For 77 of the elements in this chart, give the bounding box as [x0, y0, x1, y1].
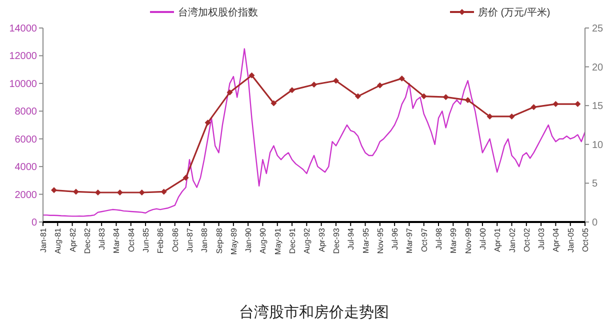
x-tick-label: Mar-99	[449, 227, 458, 254]
y2-tick-label: 10	[592, 140, 604, 151]
x-tick-label: Jul-98	[434, 227, 444, 250]
point	[50, 187, 57, 194]
x-tick-label: Mar-97	[405, 227, 414, 254]
point	[552, 101, 559, 108]
point	[354, 93, 361, 100]
x-tick-label: Jan-90	[244, 227, 254, 252]
x-tick-label: Dec-93	[332, 227, 341, 254]
y-tick-label: 12000	[9, 51, 38, 62]
point	[530, 104, 537, 110]
point	[574, 101, 581, 108]
point	[508, 113, 515, 120]
y-tick-label: 6000	[14, 134, 38, 146]
x-tick-label: Mar-95	[361, 227, 370, 254]
y2-tick-label: 0	[592, 218, 598, 228]
point	[376, 82, 383, 88]
y-tick-label: 2000	[14, 190, 38, 201]
x-tick-label: May-89	[229, 227, 238, 255]
point	[226, 89, 233, 96]
x-tick-label: Oct-05	[581, 227, 590, 252]
y-tick-label: 8000	[14, 106, 38, 118]
x-tick-label: Jul-83	[98, 227, 107, 250]
point	[398, 75, 405, 82]
x-tick-label: Aug-81	[54, 227, 63, 254]
x-tick-label: Oct-86	[170, 227, 180, 252]
point	[442, 94, 449, 100]
x-tick-label: Jun-85	[142, 227, 151, 252]
x-tick-label: Mar-84	[112, 227, 122, 254]
y2-tick-label: 5	[592, 178, 598, 190]
point	[420, 93, 427, 100]
point	[464, 97, 471, 104]
x-tick-label: Apr-04	[552, 227, 561, 252]
legend-label: 台湾加权股价指数	[178, 6, 258, 18]
y-tick-label: 0	[31, 218, 38, 228]
line-series	[42, 48, 586, 217]
point	[182, 174, 189, 181]
x-tick-label: Dec-91	[288, 227, 298, 254]
x-tick-label: Dec-82	[82, 227, 92, 254]
x-tick-label: Oct-97	[420, 227, 429, 252]
x-tick-label: Aug-90	[258, 227, 268, 254]
y2-tick-label: 15	[592, 101, 604, 112]
x-tick-label: Oct-02	[522, 227, 532, 252]
y-tick-label: 10000	[9, 78, 38, 90]
point	[72, 188, 79, 195]
point	[332, 78, 339, 84]
y2-tick-label: 25	[592, 24, 604, 34]
x-tick-label: Feb-86	[156, 227, 166, 254]
x-tick-label: Jul-96	[390, 227, 400, 250]
point	[289, 87, 296, 94]
point	[486, 113, 493, 120]
x-tick-label: Nov-95	[376, 227, 385, 254]
x-tick-label: Jan-02	[508, 227, 517, 252]
x-tick-label: Jun-87	[185, 227, 194, 252]
x-tick-label: Aug-92	[302, 227, 312, 254]
point	[311, 82, 317, 88]
legend-label: 房价 (万元/平米)	[478, 6, 550, 18]
y-tick-label: 14000	[9, 24, 38, 34]
x-tick-label: Jan-81	[39, 227, 48, 252]
x-tick-label: Oct-84	[126, 227, 136, 252]
y-tick-label: 4000	[14, 162, 38, 174]
x-tick-label: May-91	[273, 227, 282, 255]
x-tick-label: Jan-05	[566, 227, 576, 252]
x-tick-label: Nov-99	[464, 227, 473, 254]
y2-tick-label: 20	[592, 62, 604, 74]
x-tick-label: Apr-01	[493, 227, 502, 252]
x-tick-label: Apr-93	[317, 227, 326, 252]
x-tick-label: Jul-94	[346, 227, 356, 250]
x-tick-label: Jul-00	[478, 227, 488, 250]
x-tick-label: Jul-03	[537, 227, 546, 250]
x-tick-label: Jan-88	[200, 227, 210, 252]
text: 台湾股市和房价走势图	[239, 304, 389, 321]
x-tick-label: Apr-82	[68, 227, 78, 252]
point	[270, 100, 277, 106]
point	[204, 120, 211, 126]
point	[248, 72, 255, 78]
x-tick-label: Sep-88	[214, 227, 224, 254]
